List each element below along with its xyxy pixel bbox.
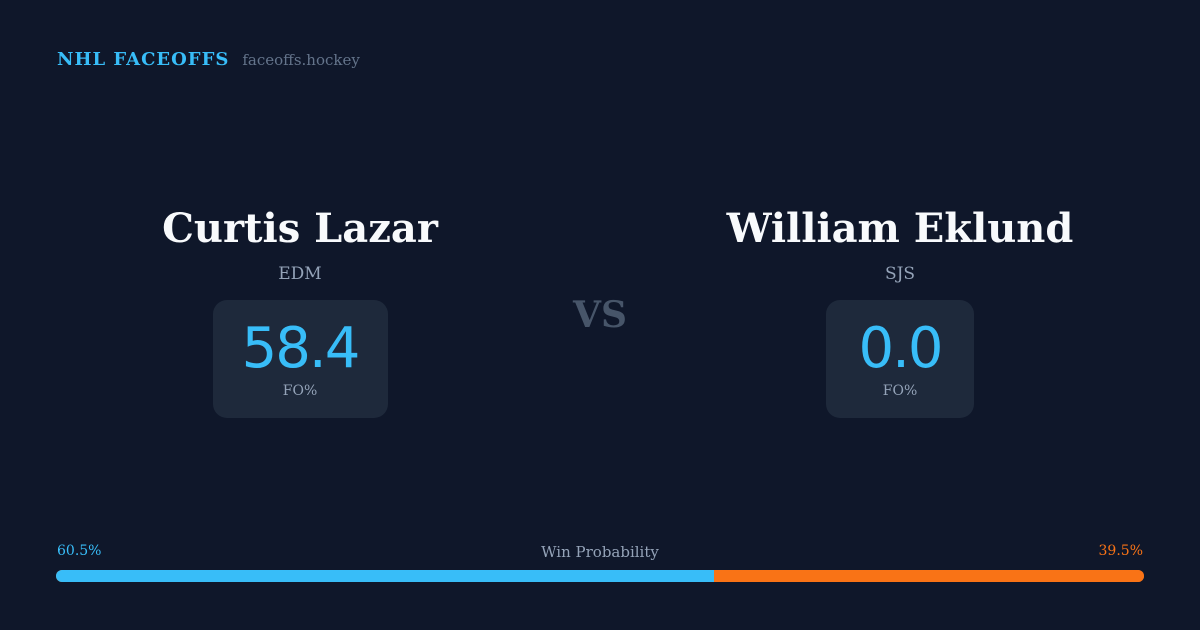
brand-site: faceoffs.hockey (242, 51, 360, 69)
win-probability-bar (56, 570, 1144, 582)
faceoff-percentage: 0.0 (858, 316, 943, 381)
vs-label: VS (573, 294, 627, 336)
player-left: Curtis Lazar EDM 58.4 FO% (90, 205, 510, 418)
left-probability: 60.5% (57, 543, 102, 559)
right-probability-fill (714, 570, 1144, 582)
player-name: Curtis Lazar (162, 205, 438, 252)
player-right: William Eklund SJS 0.0 FO% (690, 205, 1110, 418)
faceoff-percentage: 58.4 (241, 316, 361, 381)
stat-box: 0.0 FO% (826, 300, 974, 418)
stat-label: FO% (882, 383, 918, 399)
player-team: EDM (278, 264, 322, 284)
win-probability-labels: 60.5% Win Probability 39.5% (57, 543, 1143, 561)
win-probability-title: Win Probability (541, 543, 659, 561)
brand-header: NHL FACEOFFS faceoffs.hockey (57, 49, 360, 70)
stat-label: FO% (282, 383, 318, 399)
brand-name: NHL FACEOFFS (57, 49, 230, 70)
player-team: SJS (884, 264, 916, 284)
player-name: William Eklund (726, 205, 1074, 252)
right-probability: 39.5% (1098, 543, 1143, 559)
left-probability-fill (56, 570, 715, 582)
stat-box: 58.4 FO% (212, 300, 388, 418)
